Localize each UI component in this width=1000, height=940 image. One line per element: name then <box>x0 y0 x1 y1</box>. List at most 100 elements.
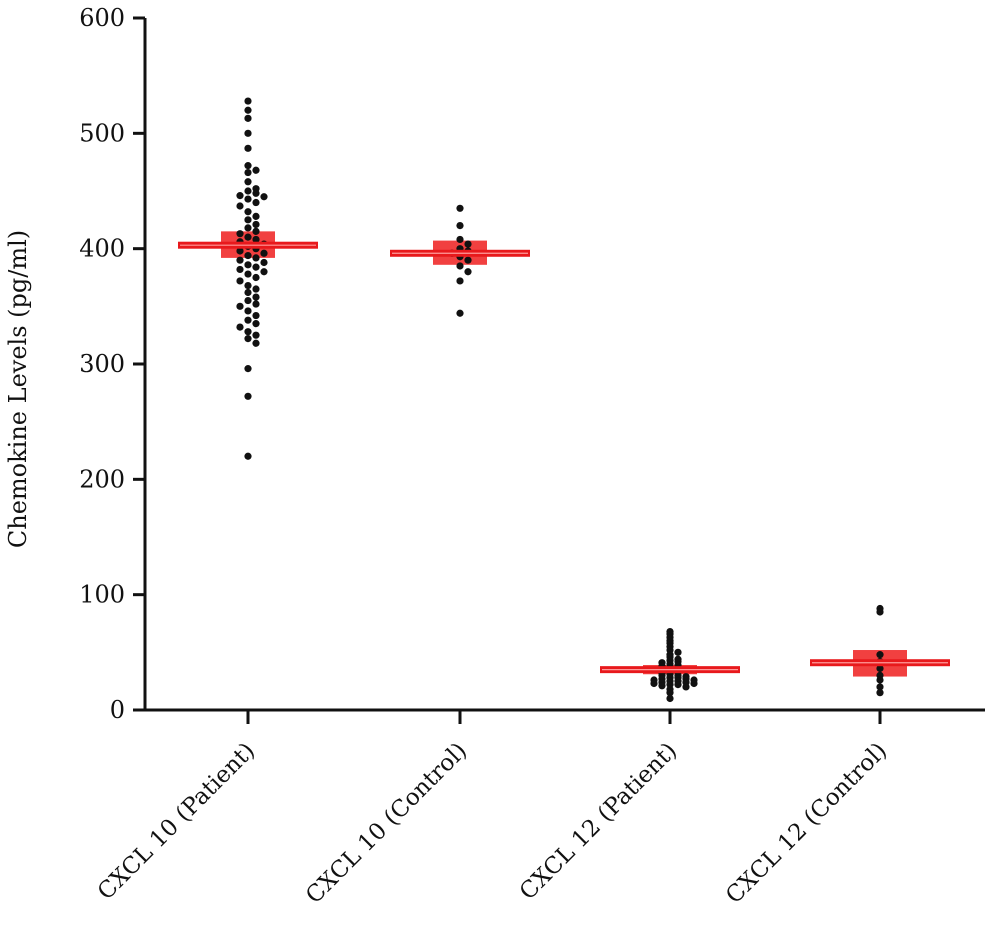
point-2-45 <box>666 694 674 703</box>
point-0-36 <box>244 261 252 269</box>
x-tick-label-2: CXCL 12 (Patient) <box>515 738 682 905</box>
x-tick-label-0: CXCL 10 (Patient) <box>93 738 260 905</box>
point-3-2 <box>876 651 884 659</box>
point-0-22 <box>252 227 260 235</box>
point-0-47 <box>244 296 252 305</box>
group-0 <box>178 97 318 460</box>
point-1-2 <box>456 235 464 244</box>
point-2-44 <box>666 689 674 697</box>
y-tick-label-5: 500 <box>79 119 125 147</box>
point-0-20 <box>252 220 260 229</box>
point-2-38 <box>690 679 698 688</box>
point-0-25 <box>252 235 260 244</box>
point-0-1 <box>244 106 252 114</box>
point-0-17 <box>244 208 252 216</box>
point-0-3 <box>244 129 252 137</box>
point-1-0 <box>456 204 464 212</box>
y-tick-label-3: 300 <box>79 350 125 378</box>
y-tick-label-0: 0 <box>110 696 125 724</box>
point-0-31 <box>260 249 268 257</box>
point-0-33 <box>252 254 260 262</box>
point-0-52 <box>244 316 252 324</box>
point-0-14 <box>244 195 252 203</box>
point-0-32 <box>244 251 252 260</box>
x-tick-label-3: CXCL 12 (Control) <box>721 738 892 909</box>
y-ticks: 0 100 200 300 400 500 600 <box>79 4 145 724</box>
point-2-7 <box>674 648 682 656</box>
point-2-40 <box>674 681 682 689</box>
point-0-38 <box>236 265 244 274</box>
point-0-16 <box>236 202 244 210</box>
point-0-49 <box>236 302 244 310</box>
point-0-4 <box>244 144 252 152</box>
point-1-1 <box>456 222 464 230</box>
point-0-48 <box>252 300 260 308</box>
y-tick-label-4: 400 <box>79 235 125 263</box>
point-0-37 <box>252 263 260 271</box>
point-0-15 <box>252 198 260 207</box>
point-0-12 <box>236 192 244 200</box>
y-tick-label-1: 100 <box>79 581 125 609</box>
point-0-50 <box>244 307 252 315</box>
point-1-10 <box>464 268 472 276</box>
group-2 <box>600 627 740 703</box>
point-0-42 <box>236 277 244 285</box>
point-3-1 <box>876 608 884 616</box>
point-1-3 <box>464 240 472 248</box>
point-0-53 <box>252 320 260 328</box>
point-0-57 <box>244 335 252 343</box>
point-1-11 <box>456 277 464 285</box>
point-3-4 <box>876 664 884 673</box>
point-0-59 <box>244 365 252 373</box>
point-3-7 <box>876 683 884 691</box>
point-0-5 <box>244 162 252 170</box>
point-0-61 <box>244 452 252 460</box>
point-0-56 <box>252 331 260 339</box>
x-ticks: CXCL 10 (Patient) CXCL 10 (Control) CXCL 1… <box>93 710 892 909</box>
point-0-13 <box>260 193 268 201</box>
series <box>178 97 950 703</box>
point-0-6 <box>252 166 260 174</box>
y-axis-title: Chemokine Levels (pg/ml) <box>4 230 32 548</box>
point-2-37 <box>650 679 658 688</box>
point-0-10 <box>244 187 252 195</box>
point-0-58 <box>252 339 260 347</box>
point-0-34 <box>236 256 244 264</box>
point-1-9 <box>456 262 464 270</box>
point-0-43 <box>244 281 252 290</box>
x-tick-label-1: CXCL 10 (Control) <box>301 738 472 909</box>
point-0-24 <box>244 233 252 241</box>
point-0-60 <box>244 392 252 400</box>
point-0-11 <box>252 189 260 197</box>
point-0-18 <box>252 212 260 220</box>
point-2-42 <box>682 683 690 691</box>
point-0-39 <box>260 268 268 276</box>
group-1 <box>390 204 530 317</box>
point-0-54 <box>236 323 244 331</box>
point-0-41 <box>252 273 260 282</box>
point-0-30 <box>236 247 244 255</box>
point-0-7 <box>244 168 252 177</box>
point-0-35 <box>260 258 268 267</box>
point-3-8 <box>876 689 884 697</box>
point-1-8 <box>464 256 472 264</box>
point-3-6 <box>876 676 884 684</box>
point-0-45 <box>244 288 252 297</box>
point-0-40 <box>244 270 252 278</box>
point-2-41 <box>658 682 666 690</box>
y-tick-label-6: 600 <box>79 4 125 32</box>
point-0-44 <box>252 285 260 293</box>
y-tick-label-2: 200 <box>79 465 125 493</box>
point-0-19 <box>244 216 252 224</box>
point-0-55 <box>244 328 252 336</box>
point-0-2 <box>244 114 252 122</box>
point-0-46 <box>252 293 260 301</box>
point-0-8 <box>244 178 252 186</box>
point-0-51 <box>252 311 260 320</box>
point-1-12 <box>456 309 464 317</box>
group-3 <box>810 604 950 697</box>
point-0-23 <box>236 230 244 238</box>
point-0-21 <box>244 224 252 232</box>
